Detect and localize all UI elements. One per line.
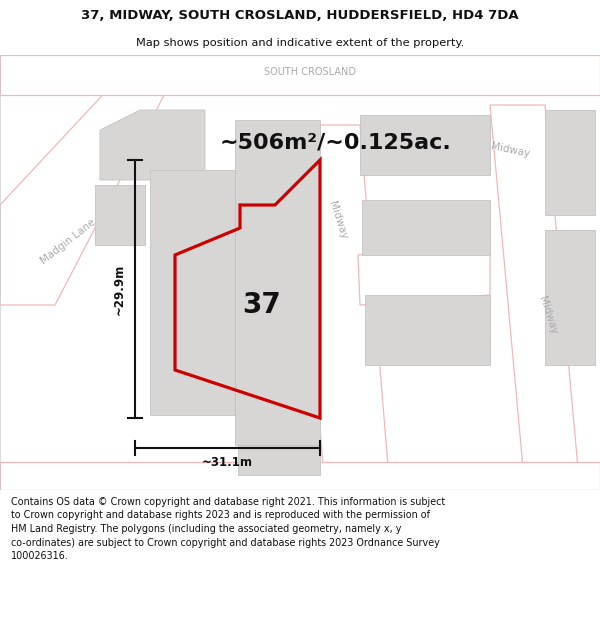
Text: SOUTH CROSLAND: SOUTH CROSLAND	[264, 67, 356, 77]
Polygon shape	[490, 105, 580, 490]
Text: Midway: Midway	[327, 199, 349, 241]
Text: ~29.9m: ~29.9m	[113, 263, 125, 314]
Polygon shape	[358, 245, 490, 305]
Polygon shape	[0, 55, 185, 305]
Polygon shape	[365, 295, 490, 365]
Polygon shape	[100, 110, 205, 180]
Text: Map shows position and indicative extent of the property.: Map shows position and indicative extent…	[136, 38, 464, 48]
Polygon shape	[545, 110, 595, 215]
Polygon shape	[360, 115, 490, 175]
Polygon shape	[362, 200, 490, 255]
Text: Midway: Midway	[537, 294, 559, 336]
Polygon shape	[545, 230, 595, 365]
Polygon shape	[235, 120, 320, 445]
Text: Midway: Midway	[490, 141, 530, 159]
Text: ~506m²/~0.125ac.: ~506m²/~0.125ac.	[220, 132, 452, 152]
Polygon shape	[95, 185, 145, 245]
Polygon shape	[0, 55, 600, 95]
Polygon shape	[0, 462, 600, 490]
Polygon shape	[150, 170, 235, 415]
Polygon shape	[238, 445, 320, 475]
Text: Madgin Lane: Madgin Lane	[39, 217, 97, 266]
Text: 37, MIDWAY, SOUTH CROSLAND, HUDDERSFIELD, HD4 7DA: 37, MIDWAY, SOUTH CROSLAND, HUDDERSFIELD…	[81, 9, 519, 22]
Polygon shape	[295, 125, 390, 490]
Text: Contains OS data © Crown copyright and database right 2021. This information is : Contains OS data © Crown copyright and d…	[11, 497, 445, 561]
Text: ~31.1m: ~31.1m	[202, 456, 253, 469]
Text: 37: 37	[242, 291, 281, 319]
